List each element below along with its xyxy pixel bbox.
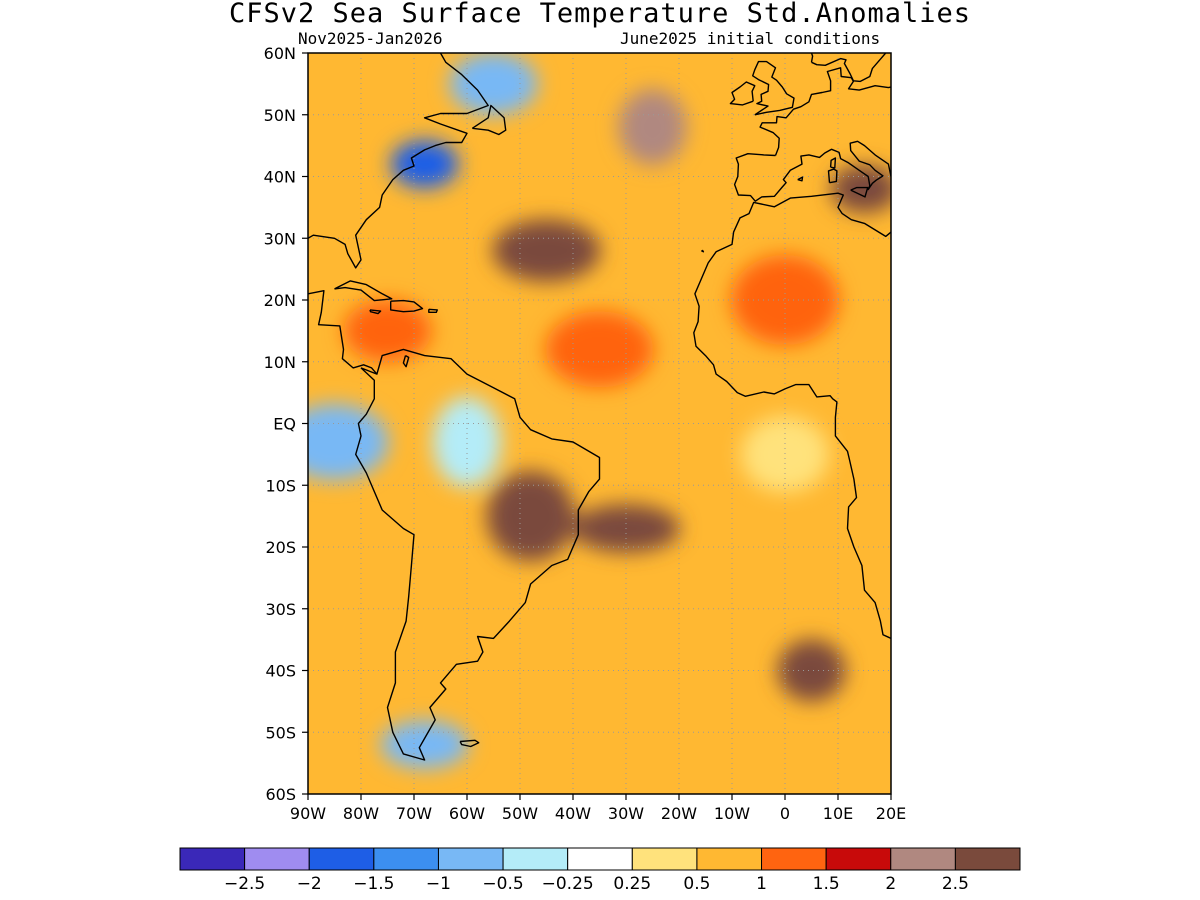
coastline-0 bbox=[355, 348, 601, 761]
coastline-7 bbox=[369, 309, 382, 315]
y-tick-label: 40S bbox=[265, 662, 296, 681]
y-tick-label: 20N bbox=[264, 291, 296, 310]
colorbar-swatch bbox=[890, 847, 956, 871]
coastline-8 bbox=[693, 192, 891, 640]
coastline-11 bbox=[811, 53, 887, 83]
colorbar-label: 0.25 bbox=[613, 874, 651, 894]
x-tick-label: 20W bbox=[661, 804, 697, 823]
anomaly-region-1 bbox=[449, 53, 538, 115]
grid-lines bbox=[308, 53, 891, 794]
y-tick-label: 10S bbox=[265, 476, 296, 495]
x-tick-label: 20E bbox=[876, 804, 906, 823]
coastline-17 bbox=[829, 157, 837, 169]
y-tick-label: EQ bbox=[273, 415, 296, 434]
colorbar-swatch bbox=[308, 847, 375, 871]
anomaly-region-5 bbox=[492, 219, 601, 282]
coastline-15 bbox=[658, 22, 711, 32]
colorbar-label: −1.5 bbox=[353, 874, 394, 894]
colorbar-swatch bbox=[179, 847, 246, 871]
anomaly-region-12 bbox=[830, 164, 891, 213]
x-tick-label: 90W bbox=[290, 804, 326, 823]
x-tick-label: 40W bbox=[555, 804, 591, 823]
x-tick-label: 80W bbox=[343, 804, 379, 823]
x-tick-label: 70W bbox=[396, 804, 432, 823]
coastline-6 bbox=[428, 308, 438, 313]
valid-period-label: Nov2025-Jan2026 bbox=[298, 29, 443, 48]
colorbar-label: −0.25 bbox=[542, 874, 594, 894]
y-tick-label: 40N bbox=[264, 168, 296, 187]
coastline-21 bbox=[459, 739, 480, 748]
anomaly-region-10 bbox=[741, 416, 829, 493]
y-tick-label: 60S bbox=[265, 785, 296, 804]
colorbar-label: 2.5 bbox=[942, 874, 969, 894]
y-tick-label: 50N bbox=[264, 106, 296, 125]
colorbar-swatch bbox=[437, 847, 504, 871]
x-tick-label: 10W bbox=[714, 804, 750, 823]
colorbar-swatch bbox=[244, 847, 310, 871]
anomaly-region-7 bbox=[486, 471, 575, 562]
coastline-5 bbox=[390, 299, 424, 313]
anomaly-region-9 bbox=[777, 639, 846, 702]
colorbar-swatch bbox=[761, 847, 827, 871]
colorbar-swatch bbox=[631, 847, 698, 871]
colorbar-label: 0.5 bbox=[683, 874, 710, 894]
y-tick-label: 60N bbox=[264, 44, 296, 63]
coastline-4 bbox=[334, 280, 393, 302]
colorbar-label: 2 bbox=[885, 874, 896, 894]
y-tick-label: 30N bbox=[264, 229, 296, 248]
x-tick-label: 0 bbox=[780, 804, 790, 823]
colorbar-label: 1 bbox=[756, 874, 767, 894]
coastline-14 bbox=[729, 81, 756, 106]
coastline-22 bbox=[402, 354, 410, 368]
anomaly-region-13 bbox=[343, 299, 432, 362]
colorbar-label: −1 bbox=[426, 874, 451, 894]
colorbar-label: 1.5 bbox=[813, 874, 840, 894]
coastlines bbox=[308, 22, 891, 761]
x-tick-label: 50W bbox=[502, 804, 538, 823]
colorbar-swatch bbox=[373, 847, 439, 871]
colorbar-swatch bbox=[502, 847, 569, 871]
colorbar-swatch bbox=[567, 847, 633, 871]
y-axis: 60N 50N 40N 30N 20N 10N EQ 10S 20S 30S 40S 50S 60S bbox=[264, 44, 308, 804]
y-tick-label: 30S bbox=[265, 600, 296, 619]
anomaly-region-6 bbox=[618, 89, 687, 166]
coastline-19 bbox=[797, 176, 804, 182]
y-tick-label: 20S bbox=[265, 538, 296, 557]
x-tick-label: 10E bbox=[823, 804, 853, 823]
coastline-3 bbox=[308, 290, 378, 375]
chart-title: CFSv2 Sea Surface Temperature Std.Anomal… bbox=[229, 0, 971, 29]
colorbar-label: −2 bbox=[297, 874, 322, 894]
y-tick-label: 50S bbox=[265, 723, 296, 742]
coastline-16 bbox=[827, 168, 838, 184]
anomaly-region-11 bbox=[731, 255, 839, 345]
colorbar-swatch bbox=[825, 847, 892, 871]
x-tick-label: 60W bbox=[449, 804, 485, 823]
anomaly-region-14 bbox=[545, 311, 654, 388]
coastline-9 bbox=[733, 140, 891, 202]
colorbar-label: −0.5 bbox=[482, 874, 523, 894]
colorbar-label: −2.5 bbox=[224, 874, 265, 894]
anomaly-region-4 bbox=[380, 720, 469, 769]
anomaly-region-2 bbox=[308, 404, 389, 481]
coastline-12 bbox=[810, 53, 814, 63]
coastline-18 bbox=[850, 186, 869, 198]
coastline-20 bbox=[700, 249, 705, 253]
coastline-13 bbox=[752, 60, 795, 116]
y-tick-label: 10N bbox=[264, 353, 296, 372]
coastline-2 bbox=[471, 104, 507, 136]
init-conditions-label: June2025 initial conditions bbox=[620, 29, 881, 48]
x-axis: 90W 80W 70W 60W 50W 40W 30W 20W 10W 0 10E 20E bbox=[290, 794, 906, 823]
anomaly-region-3 bbox=[433, 397, 501, 488]
coastline-1 bbox=[308, 53, 489, 269]
colorbar-swatch bbox=[696, 847, 763, 871]
colorbar-swatch bbox=[954, 847, 1021, 871]
x-tick-label: 30W bbox=[608, 804, 644, 823]
colorbar: −2.5 −2 −1.5 −1 −0.5 −0.25 0.25 0.5 1 1.5 2 2.5 bbox=[179, 847, 1021, 894]
anomaly-region-0 bbox=[390, 140, 459, 189]
coastline-10 bbox=[759, 67, 891, 156]
